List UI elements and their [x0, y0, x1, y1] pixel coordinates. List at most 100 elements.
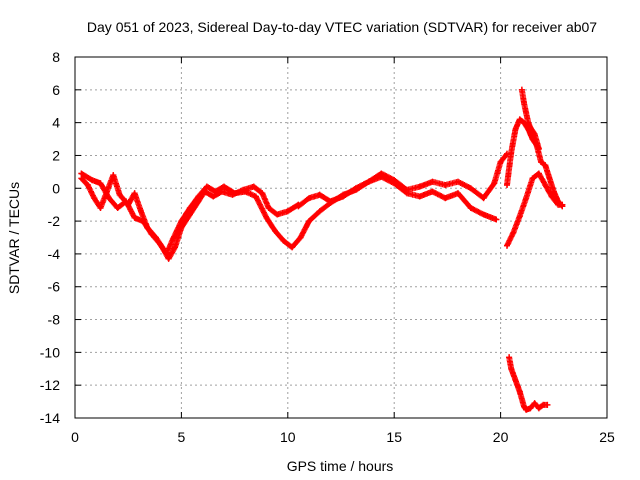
data-point — [525, 119, 532, 126]
x-tick-label: 5 — [178, 429, 186, 445]
data-point — [265, 205, 272, 211]
data-point — [195, 193, 202, 200]
data-point — [250, 183, 257, 190]
data-point — [493, 216, 500, 223]
data-point — [203, 183, 210, 190]
data-point — [546, 175, 553, 182]
y-tick-label: -14 — [40, 410, 60, 426]
data-point — [169, 236, 176, 243]
data-point — [252, 193, 259, 200]
x-tick-label: 20 — [493, 429, 509, 445]
data-point — [352, 185, 359, 192]
data-point — [559, 203, 566, 210]
data-point — [429, 178, 436, 185]
data-point — [523, 406, 530, 413]
data-point — [506, 354, 513, 361]
series-main-trace-c — [295, 150, 510, 210]
plot-frame — [74, 56, 608, 419]
data-point — [148, 231, 155, 238]
data-point — [467, 185, 474, 192]
data-point — [518, 86, 525, 93]
y-tick-label: 4 — [52, 115, 60, 131]
data-point — [78, 170, 85, 177]
data-point — [340, 193, 347, 200]
series-evening-trace-a — [504, 170, 566, 249]
data-point — [527, 124, 534, 131]
data-point — [416, 193, 423, 200]
data-point — [131, 214, 138, 221]
data-point — [510, 229, 517, 236]
y-tick-label: -4 — [48, 246, 61, 262]
data-point — [123, 198, 130, 205]
data-point — [272, 227, 278, 234]
data-point — [523, 195, 530, 202]
data-point — [297, 234, 304, 241]
data-point — [527, 405, 534, 412]
data-point — [289, 244, 296, 251]
data-point — [416, 183, 423, 190]
y-tick-label: 2 — [52, 147, 60, 163]
data-point — [140, 218, 147, 225]
data-point — [306, 195, 313, 202]
data-point — [110, 172, 117, 179]
data-point — [512, 126, 519, 133]
data-point — [429, 188, 436, 195]
data-point — [316, 208, 323, 215]
y-tick-label: -12 — [40, 377, 60, 393]
data-point — [538, 159, 544, 165]
x-tick-label: 10 — [280, 429, 296, 445]
data-point — [531, 400, 538, 407]
data-point — [131, 190, 138, 197]
data-point — [89, 177, 95, 184]
data-point — [516, 388, 523, 395]
data-point — [106, 195, 112, 202]
data-point — [535, 145, 542, 152]
data-point — [523, 109, 530, 116]
x-tick-label: 15 — [386, 429, 402, 445]
data-point — [138, 208, 144, 215]
data-point — [306, 218, 313, 225]
data-point — [550, 188, 557, 195]
data-point — [535, 170, 542, 177]
data-point — [165, 255, 172, 262]
data-point — [480, 211, 487, 218]
data-point — [516, 116, 523, 123]
x-tick-label: 25 — [599, 429, 615, 445]
data-point — [242, 188, 249, 195]
data-point — [284, 208, 291, 215]
data-point — [274, 211, 281, 218]
data-point — [531, 131, 538, 138]
data-point — [404, 186, 410, 193]
data-point — [497, 159, 504, 165]
data-point — [455, 178, 461, 185]
data-point — [365, 178, 372, 185]
data-point — [378, 170, 385, 177]
data-point — [542, 182, 549, 188]
data-point — [516, 213, 523, 220]
data-point — [97, 180, 104, 187]
data-point — [84, 182, 91, 188]
data-point — [157, 241, 164, 248]
data-point — [231, 190, 238, 197]
data-point — [97, 205, 104, 211]
y-tick-label: 0 — [52, 180, 60, 196]
data-point — [295, 203, 302, 210]
data-point — [504, 242, 510, 249]
y-tick-label: -6 — [48, 279, 61, 295]
x-tick-label: 0 — [71, 429, 79, 445]
series-main-trace-b — [78, 170, 500, 257]
data-point — [280, 237, 287, 244]
data-point — [544, 401, 551, 408]
data-point — [535, 405, 542, 412]
data-point — [442, 182, 449, 188]
data-point — [263, 214, 270, 221]
series-evening-spike — [518, 86, 542, 152]
data-point — [542, 162, 549, 169]
data-point — [114, 205, 121, 211]
data-point — [512, 377, 519, 384]
data-point — [91, 195, 98, 202]
data-point — [210, 193, 217, 200]
data-point — [212, 188, 219, 195]
data-point — [491, 180, 498, 187]
